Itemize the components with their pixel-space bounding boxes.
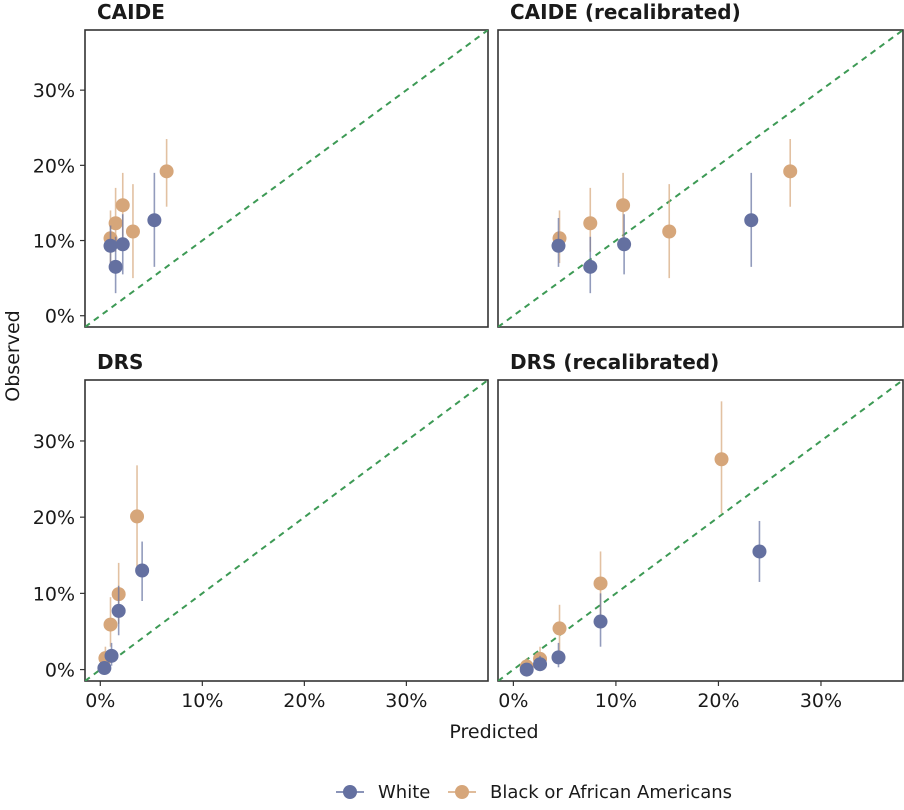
panel-plot-area [498,380,903,681]
y-tick-label: 10% [33,231,75,253]
y-tick-label: 0% [45,660,75,682]
panel-caide: CAIDE 0% 10% 20% 30% [33,0,489,328]
data-point [115,198,130,213]
panel-grid: CAIDE 0% 10% 20% 30% CAIDE (recalibrated) DRS 0… [33,0,904,712]
data-point [115,237,130,252]
data-point [147,213,162,228]
legend-label: White [378,782,430,803]
data-point [552,621,567,636]
data-point [103,617,118,632]
legend: White Black or African Americans [336,782,732,803]
data-point [125,224,140,239]
y-tick-label: 30% [33,80,75,102]
data-point [593,614,608,629]
panel-drs-recalibrated: DRS (recalibrated) 0% 10% 20% 30% [497,350,904,712]
panel-title: CAIDE (recalibrated) [510,0,741,24]
x-tick-label: 10% [181,690,223,712]
legend-item-white: White [336,782,430,803]
data-point [714,452,729,467]
panel-frame [84,379,489,682]
data-point [616,198,631,213]
data-point [617,237,632,252]
panel-drs: DRS 0% 10% 20% 30% 0% 10% 20% 30% [33,350,489,712]
y-axis-label: Observed [2,310,24,401]
data-point [583,259,598,274]
shared-axis-labels: Predicted Observed [2,310,539,743]
series-white [519,520,767,677]
panel-frame [497,29,904,328]
reference-line [498,380,903,681]
data-point [108,259,123,274]
panel-plot-area [85,30,488,327]
y-tick-label: 20% [33,155,75,177]
panel-title: DRS [97,350,143,374]
series-white [551,172,759,294]
reference-line [85,380,488,681]
legend-key-marker [343,785,357,799]
data-point [783,164,798,179]
data-point [662,224,677,239]
data-point [130,509,145,524]
x-tick-label: 10% [595,690,637,712]
data-point [744,213,759,228]
legend-label: Black or African Americans [490,782,732,803]
data-point [111,603,126,618]
data-point [519,662,534,677]
series-white [103,172,162,294]
data-point [593,576,608,591]
reference-line [498,30,903,327]
panel-plot-area [498,30,903,327]
y-tick-label: 30% [33,431,75,453]
y-tick-label: 0% [45,306,75,328]
panel-caide-recalibrated: CAIDE (recalibrated) [497,0,904,328]
legend-item-black-or-african-americans: Black or African Americans [448,782,732,803]
x-tick-label: 0% [498,690,528,712]
x-tick-label: 20% [697,690,739,712]
data-point [551,650,566,665]
data-point [104,648,119,663]
y-tick-label: 10% [33,583,75,605]
panel-plot-area [85,380,488,681]
data-point [108,216,123,231]
x-tick-label: 20% [283,690,325,712]
data-point [103,238,118,253]
data-point [159,164,174,179]
panel-frame [84,29,489,328]
data-point [533,657,548,672]
data-point [97,661,112,676]
y-tick-label: 20% [33,507,75,529]
legend-key-marker [455,785,469,799]
data-point [135,563,150,578]
x-tick-label: 0% [85,690,115,712]
data-point [551,238,566,253]
x-axis-label: Predicted [449,721,538,743]
series-white [97,541,150,676]
data-point [583,216,598,231]
x-tick-label: 30% [385,690,427,712]
panel-title: DRS (recalibrated) [510,350,719,374]
panel-title: CAIDE [97,0,165,24]
data-point [752,544,767,559]
x-tick-label: 30% [800,690,842,712]
